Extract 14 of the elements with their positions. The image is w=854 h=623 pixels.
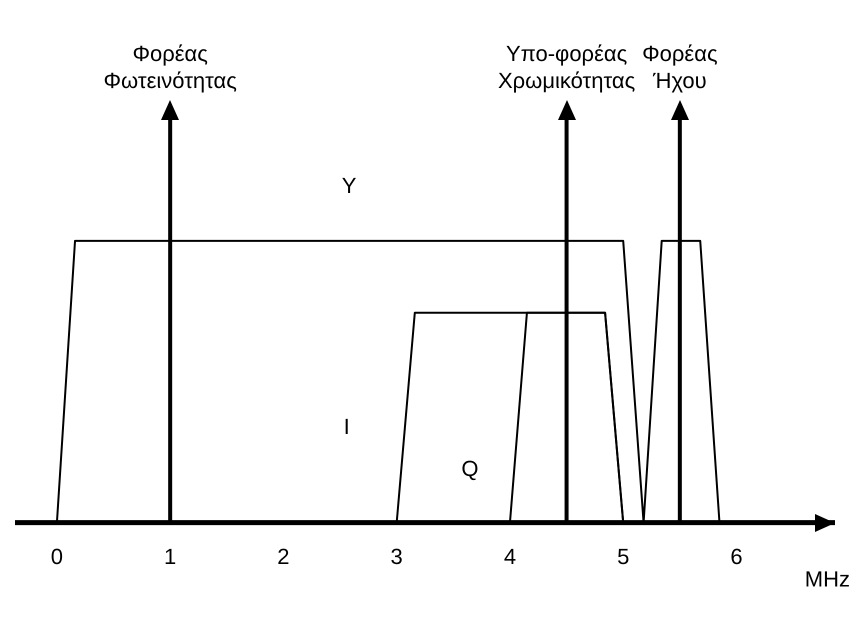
series-label: Q: [461, 456, 479, 482]
x-tick-label: 3: [390, 544, 403, 569]
x-tick-label: 0: [50, 544, 64, 569]
x-axis-title: MHz: [804, 566, 850, 592]
text: I: [344, 414, 350, 440]
x-tick-label: 2: [277, 544, 290, 569]
x-tick-label: 1: [164, 544, 176, 569]
ref-line-label: Φορέας Ήχου: [642, 41, 718, 93]
x-tick-label: 6: [730, 544, 743, 569]
ref-line-label: Υπο-φορέας Χρωμικότητας: [498, 41, 636, 93]
x-tick-label: 5: [617, 544, 630, 569]
ref-line-label: Φορέας Φωτεινότητας: [103, 41, 237, 93]
series-label: Y: [342, 172, 357, 198]
x-tick-label: 4: [504, 544, 516, 569]
